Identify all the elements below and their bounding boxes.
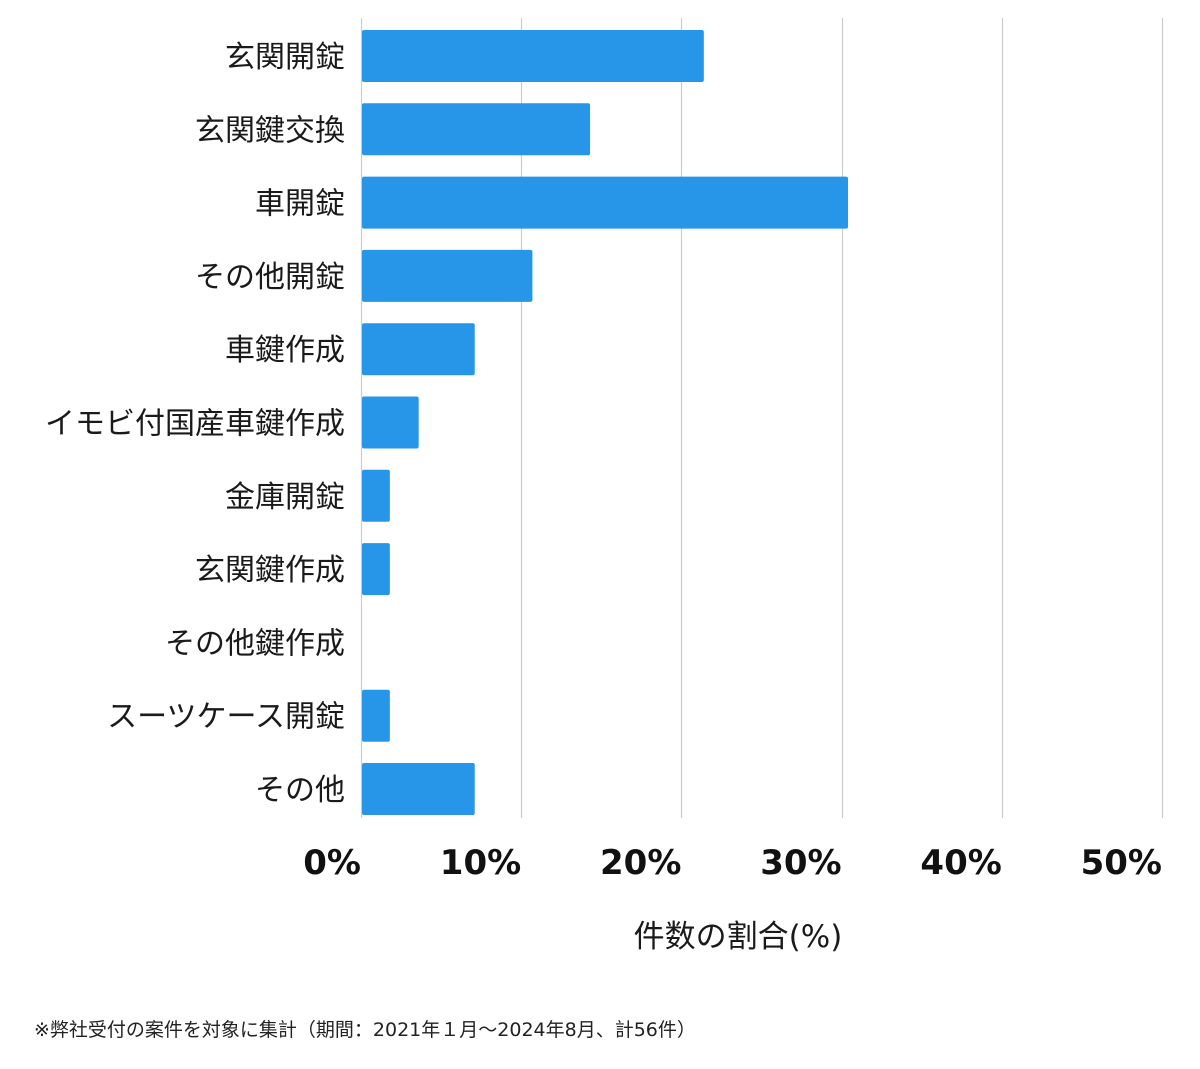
bar-0: [362, 30, 704, 82]
category-label-2: 車開錠: [255, 187, 345, 222]
category-label-1: 玄関鍵交換: [195, 113, 345, 148]
category-label-4: 車鍵作成: [225, 333, 345, 368]
x-tick-label-2: 20%: [600, 843, 681, 883]
category-label-3: その他開錠: [195, 260, 345, 295]
category-label-6: 金庫開錠: [225, 480, 345, 515]
x-tick-label-4: 40%: [920, 843, 1001, 883]
category-label-10: その他: [255, 773, 345, 808]
category-label-9: スーツケース開錠: [107, 700, 345, 735]
x-tick-label-1: 10%: [440, 843, 521, 883]
bar-4: [362, 323, 475, 376]
category-label-5: イモビ付国産車鍵作成: [45, 407, 345, 442]
x-tick-label-3: 30%: [760, 843, 841, 883]
bar-7: [362, 543, 390, 596]
bars: [362, 30, 849, 815]
x-tick-label-5: 50%: [1081, 843, 1162, 883]
bar-5: [362, 396, 419, 449]
x-tick-labels: 0% 10% 20% 30% 40% 50%: [303, 843, 1162, 883]
x-tick-label-0: 0%: [303, 843, 361, 883]
bar-1: [362, 103, 591, 156]
chart-canvas: 玄関開錠玄関鍵交換車開錠その他開錠車鍵作成イモビ付国産車鍵作成金庫開錠玄関鍵作成…: [45, 18, 1164, 955]
category-labels: 玄関開錠玄関鍵交換車開錠その他開錠車鍵作成イモビ付国産車鍵作成金庫開錠玄関鍵作成…: [45, 40, 345, 808]
bar-3: [362, 249, 533, 302]
footnote: ※弊社受付の案件を対象に集計（期間：2021年１月～2024年8月、計56件）: [34, 1019, 696, 1041]
bar-10: [362, 763, 475, 815]
bar-9: [362, 689, 390, 742]
category-label-0: 玄関開錠: [225, 40, 345, 75]
bar-6: [362, 469, 390, 522]
category-label-8: その他鍵作成: [165, 626, 345, 661]
category-label-7: 玄関鍵作成: [195, 553, 345, 588]
bar-2: [362, 176, 849, 229]
x-axis-title: 件数の割合(%): [634, 919, 843, 955]
